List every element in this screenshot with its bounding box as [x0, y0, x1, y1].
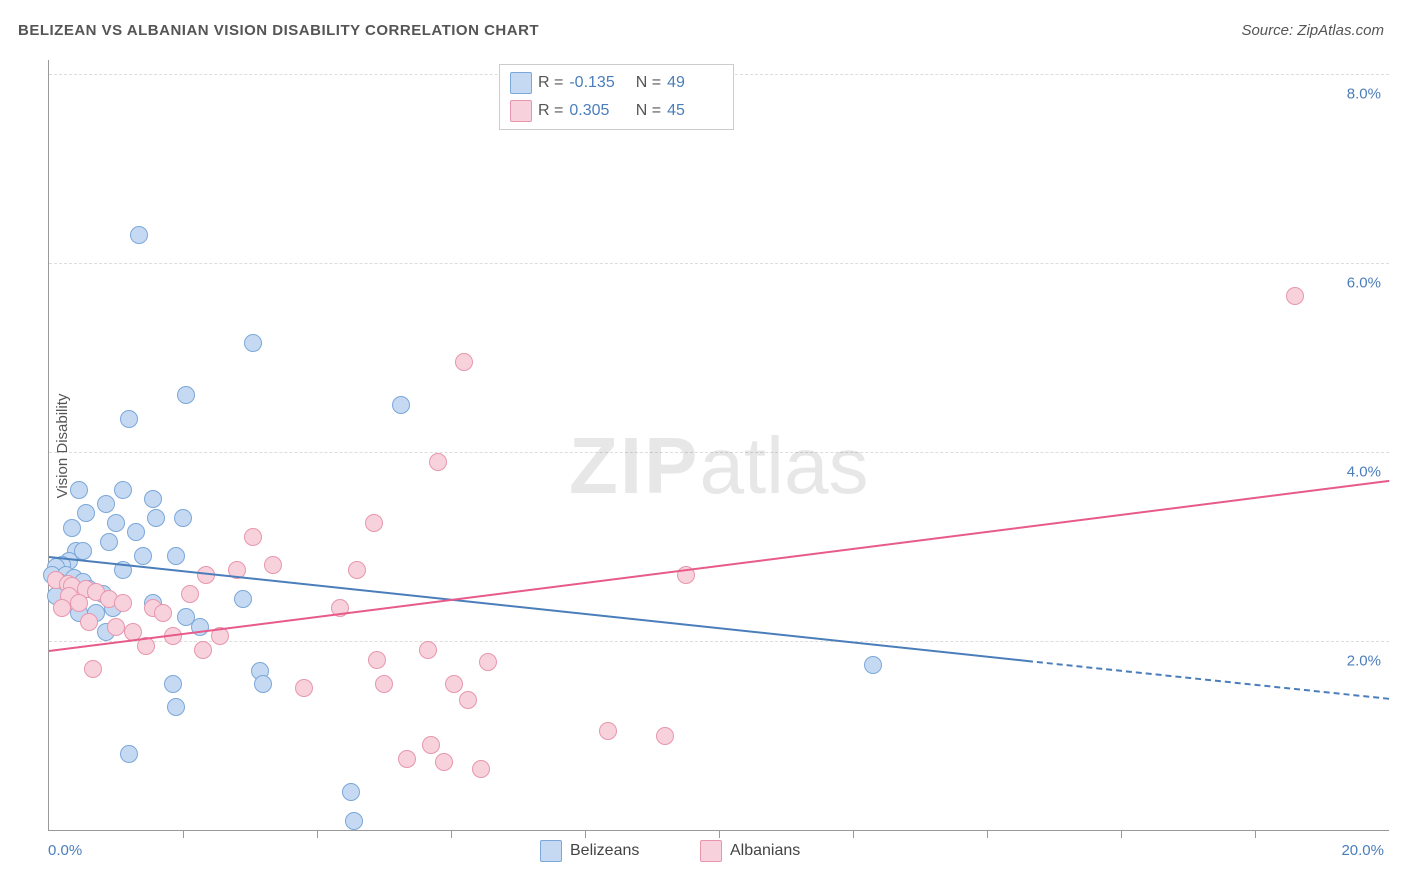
watermark: ZIPatlas: [569, 420, 868, 512]
chart-title: BELIZEAN VS ALBANIAN VISION DISABILITY C…: [18, 22, 539, 39]
y-tick-label: 4.0%: [1347, 464, 1381, 481]
stat-row: R = 0.305 N = 45: [510, 97, 723, 125]
scatter-point: [154, 604, 172, 622]
gridline: [49, 263, 1389, 264]
legend-swatch: [540, 840, 562, 862]
scatter-point: [479, 653, 497, 671]
scatter-point: [167, 698, 185, 716]
scatter-point: [107, 514, 125, 532]
stat-n-value: 45: [667, 102, 723, 120]
x-tick: [719, 830, 720, 838]
scatter-point: [599, 722, 617, 740]
x-axis-max-label: 20.0%: [1341, 842, 1384, 859]
legend-item: Belizeans: [540, 840, 639, 862]
scatter-point: [419, 641, 437, 659]
scatter-point: [167, 547, 185, 565]
scatter-point: [254, 675, 272, 693]
scatter-point: [174, 509, 192, 527]
scatter-point: [264, 556, 282, 574]
stat-label: R =: [538, 74, 563, 92]
legend-item: Albanians: [700, 840, 800, 862]
scatter-point: [1286, 287, 1304, 305]
y-tick-label: 8.0%: [1347, 86, 1381, 103]
x-tick: [1255, 830, 1256, 838]
scatter-point: [365, 514, 383, 532]
scatter-point: [375, 675, 393, 693]
x-tick: [451, 830, 452, 838]
scatter-point: [445, 675, 463, 693]
scatter-point: [114, 594, 132, 612]
x-tick: [183, 830, 184, 838]
scatter-point: [107, 618, 125, 636]
scatter-point: [181, 585, 199, 603]
scatter-point: [422, 736, 440, 754]
trend-line: [1027, 660, 1389, 700]
source-attribution: Source: ZipAtlas.com: [1241, 22, 1384, 39]
x-tick: [317, 830, 318, 838]
x-tick: [585, 830, 586, 838]
series-swatch: [510, 100, 532, 122]
scatter-point: [194, 641, 212, 659]
stat-r-value: 0.305: [569, 102, 625, 120]
scatter-point: [77, 504, 95, 522]
stat-label: R =: [538, 102, 563, 120]
scatter-point: [53, 599, 71, 617]
scatter-point: [164, 675, 182, 693]
correlation-stats-box: R = -0.135 N = 49 R = 0.305 N = 45: [499, 64, 734, 130]
scatter-point: [84, 660, 102, 678]
legend-swatch: [700, 840, 722, 862]
gridline: [49, 641, 1389, 642]
scatter-point: [114, 481, 132, 499]
y-tick-label: 6.0%: [1347, 275, 1381, 292]
scatter-point: [80, 613, 98, 631]
scatter-point: [429, 453, 447, 471]
scatter-plot-area: 2.0%4.0%6.0%8.0%ZIPatlasR =-0.135 N =49R…: [48, 60, 1389, 831]
scatter-point: [244, 528, 262, 546]
scatter-point: [234, 590, 252, 608]
y-tick-label: 2.0%: [1347, 653, 1381, 670]
scatter-point: [368, 651, 386, 669]
scatter-point: [63, 519, 81, 537]
x-tick: [987, 830, 988, 838]
scatter-point: [472, 760, 490, 778]
scatter-point: [144, 490, 162, 508]
scatter-point: [97, 495, 115, 513]
scatter-point: [177, 386, 195, 404]
scatter-point: [455, 353, 473, 371]
scatter-point: [295, 679, 313, 697]
gridline: [49, 452, 1389, 453]
scatter-point: [244, 334, 262, 352]
stat-n-value: 49: [667, 74, 723, 92]
scatter-point: [70, 481, 88, 499]
scatter-point: [134, 547, 152, 565]
scatter-point: [392, 396, 410, 414]
scatter-point: [147, 509, 165, 527]
scatter-point: [656, 727, 674, 745]
x-tick: [853, 830, 854, 838]
scatter-point: [74, 542, 92, 560]
legend-label: Belizeans: [570, 842, 639, 860]
legend-label: Albanians: [730, 842, 800, 860]
stat-row: R = -0.135 N = 49: [510, 69, 723, 97]
series-swatch: [510, 72, 532, 94]
scatter-point: [398, 750, 416, 768]
scatter-point: [348, 561, 366, 579]
stat-r-value: -0.135: [569, 74, 625, 92]
scatter-point: [70, 594, 88, 612]
stat-label: N =: [631, 74, 661, 92]
scatter-point: [127, 523, 145, 541]
scatter-point: [864, 656, 882, 674]
scatter-point: [342, 783, 360, 801]
scatter-point: [100, 533, 118, 551]
scatter-point: [345, 812, 363, 830]
x-axis-min-label: 0.0%: [48, 842, 82, 859]
scatter-point: [120, 745, 138, 763]
scatter-point: [120, 410, 138, 428]
scatter-point: [459, 691, 477, 709]
x-tick: [1121, 830, 1122, 838]
scatter-point: [130, 226, 148, 244]
stat-label: N =: [631, 102, 661, 120]
scatter-point: [435, 753, 453, 771]
